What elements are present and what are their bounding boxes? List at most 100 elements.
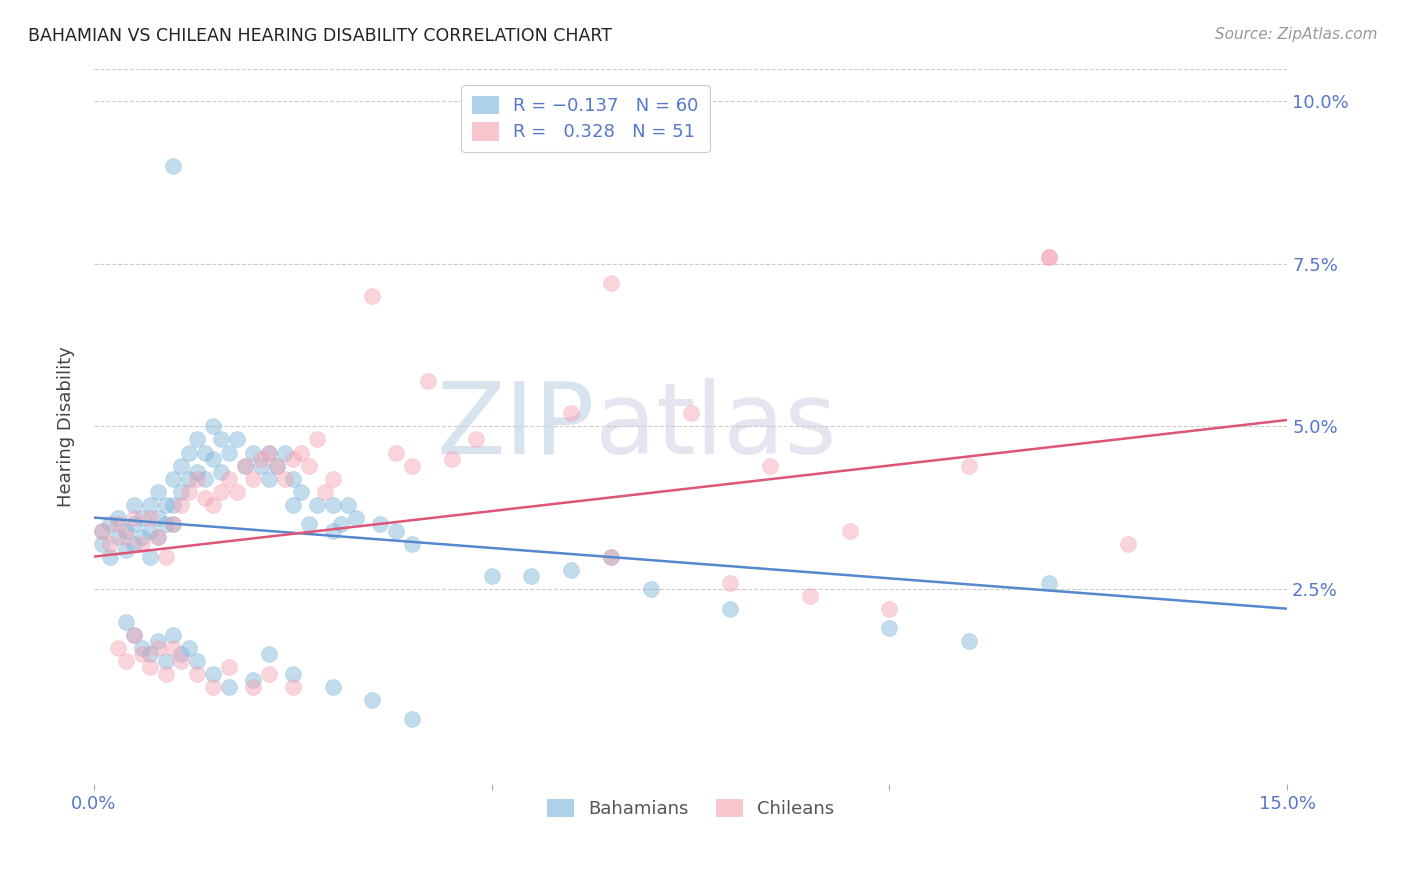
Point — [257, 647, 280, 661]
Legend: Bahamians, Chileans: Bahamians, Chileans — [540, 792, 842, 825]
Point — [481, 569, 503, 583]
Point — [281, 666, 304, 681]
Point — [305, 498, 328, 512]
Point — [385, 524, 408, 538]
Point — [98, 549, 121, 564]
Point — [957, 634, 980, 648]
Point — [162, 517, 184, 532]
Point — [107, 640, 129, 655]
Point — [138, 549, 160, 564]
Point — [361, 693, 384, 707]
Point — [1116, 536, 1139, 550]
Point — [322, 680, 344, 694]
Point — [122, 628, 145, 642]
Point — [186, 666, 208, 681]
Point — [281, 680, 304, 694]
Point — [90, 536, 112, 550]
Point — [162, 471, 184, 485]
Point — [242, 445, 264, 459]
Point — [1038, 575, 1060, 590]
Point — [170, 654, 193, 668]
Point — [194, 445, 217, 459]
Point — [155, 498, 177, 512]
Point — [155, 654, 177, 668]
Point — [170, 647, 193, 661]
Point — [281, 471, 304, 485]
Point — [162, 159, 184, 173]
Point — [274, 445, 297, 459]
Point — [146, 640, 169, 655]
Point — [401, 536, 423, 550]
Point — [281, 452, 304, 467]
Point — [257, 445, 280, 459]
Point — [122, 498, 145, 512]
Point — [799, 589, 821, 603]
Point — [131, 640, 153, 655]
Point — [218, 660, 240, 674]
Text: ZIP: ZIP — [437, 378, 595, 475]
Point — [146, 510, 169, 524]
Point — [298, 458, 321, 473]
Point — [155, 517, 177, 532]
Point — [90, 524, 112, 538]
Point — [186, 654, 208, 668]
Point — [298, 517, 321, 532]
Point — [155, 549, 177, 564]
Point — [138, 660, 160, 674]
Point — [107, 517, 129, 532]
Point — [202, 666, 225, 681]
Point — [138, 498, 160, 512]
Point — [131, 510, 153, 524]
Point — [209, 484, 232, 499]
Point — [114, 615, 136, 629]
Point — [274, 471, 297, 485]
Point — [322, 498, 344, 512]
Point — [337, 498, 360, 512]
Point — [107, 530, 129, 544]
Point — [114, 524, 136, 538]
Point — [146, 634, 169, 648]
Point — [194, 491, 217, 505]
Point — [640, 582, 662, 597]
Point — [250, 452, 273, 467]
Point — [290, 484, 312, 499]
Point — [146, 484, 169, 499]
Point — [90, 524, 112, 538]
Point — [155, 666, 177, 681]
Point — [162, 498, 184, 512]
Point — [314, 484, 336, 499]
Point — [401, 458, 423, 473]
Point — [266, 458, 288, 473]
Point — [257, 445, 280, 459]
Point — [122, 628, 145, 642]
Point — [600, 549, 623, 564]
Point — [146, 530, 169, 544]
Point — [718, 575, 741, 590]
Point — [186, 433, 208, 447]
Point — [226, 433, 249, 447]
Point — [162, 517, 184, 532]
Point — [162, 628, 184, 642]
Point — [186, 471, 208, 485]
Point — [322, 471, 344, 485]
Point — [98, 517, 121, 532]
Point — [1038, 250, 1060, 264]
Point — [679, 407, 702, 421]
Point — [233, 458, 256, 473]
Point — [131, 536, 153, 550]
Point — [202, 498, 225, 512]
Point — [759, 458, 782, 473]
Point — [879, 621, 901, 635]
Point — [218, 680, 240, 694]
Text: Source: ZipAtlas.com: Source: ZipAtlas.com — [1215, 27, 1378, 42]
Point — [718, 601, 741, 615]
Text: atlas: atlas — [595, 378, 837, 475]
Point — [202, 419, 225, 434]
Point — [416, 374, 439, 388]
Point — [131, 647, 153, 661]
Point — [122, 510, 145, 524]
Point — [162, 640, 184, 655]
Point — [179, 445, 201, 459]
Point — [257, 471, 280, 485]
Point — [401, 712, 423, 726]
